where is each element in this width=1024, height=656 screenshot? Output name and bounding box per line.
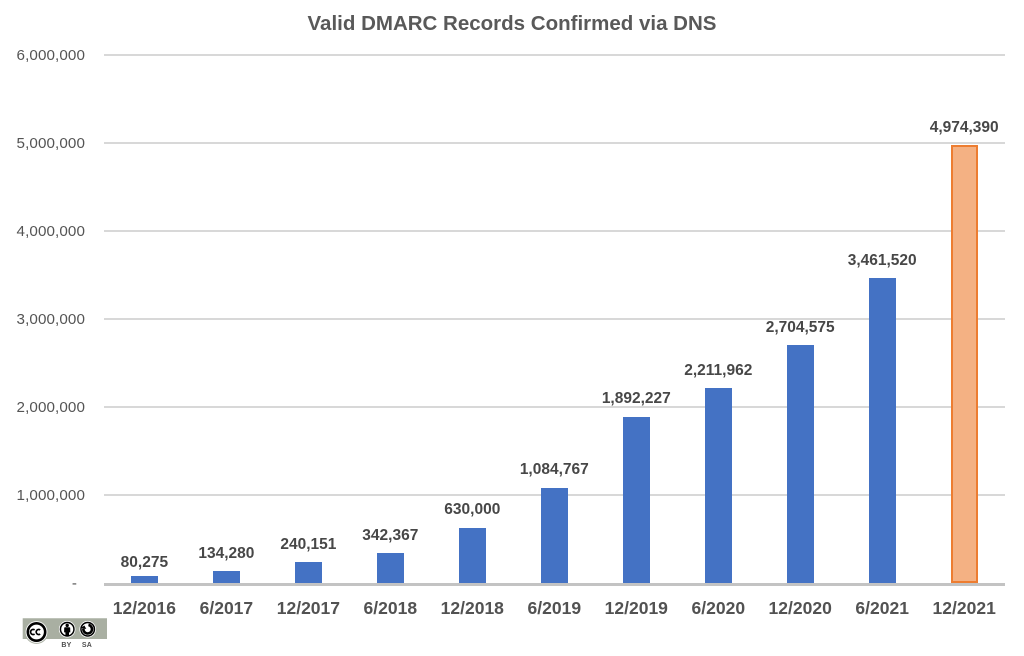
svg-text:BY: BY: [61, 642, 71, 649]
svg-text:SA: SA: [82, 642, 92, 649]
